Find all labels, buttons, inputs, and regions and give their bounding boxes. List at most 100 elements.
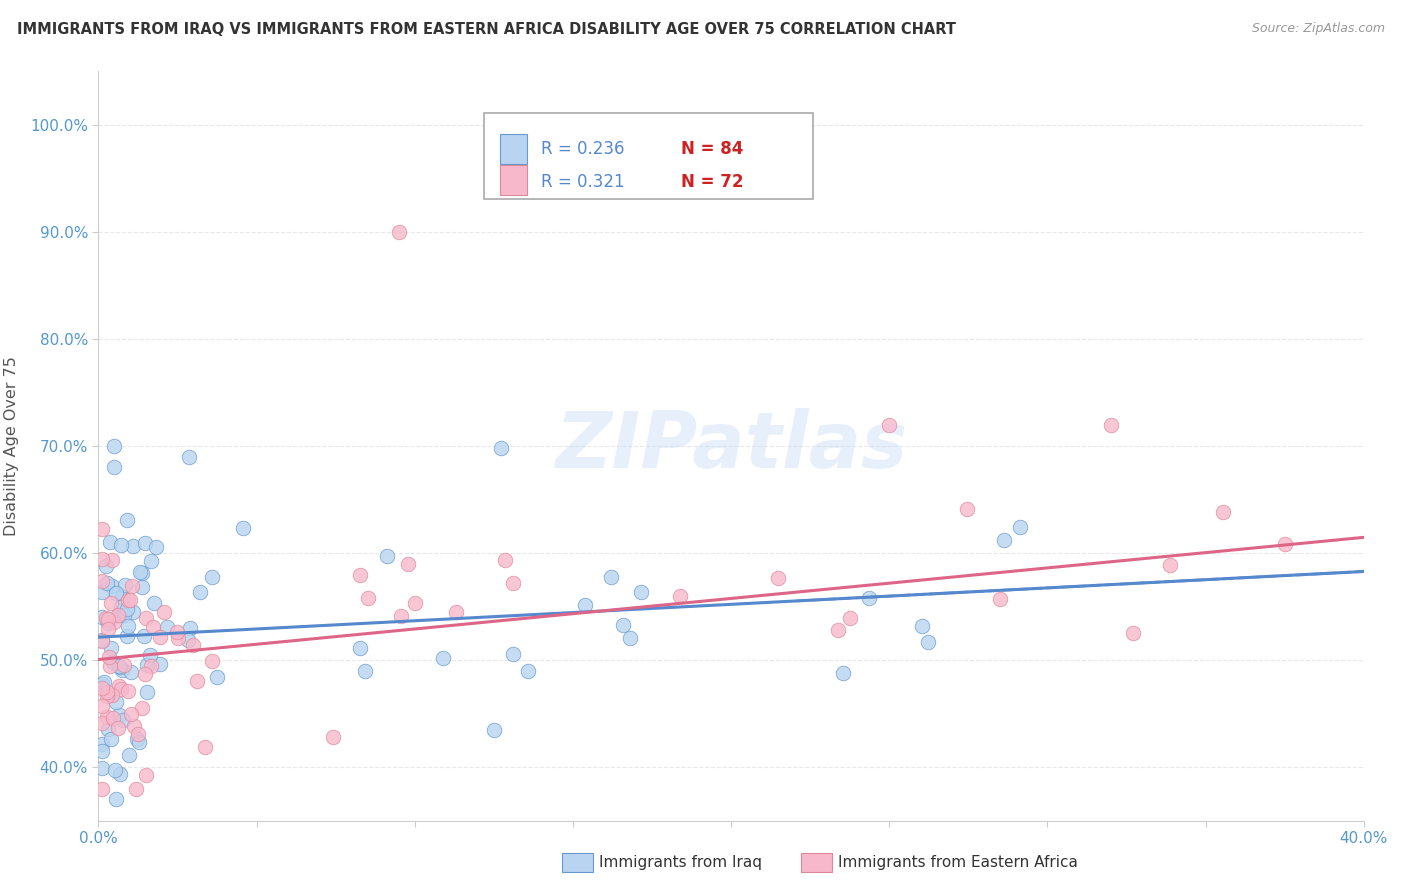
Point — [117, 619, 139, 633]
Point — [141, 658, 163, 673]
Point — [858, 591, 880, 605]
Point — [124, 718, 146, 732]
Point — [91, 744, 114, 758]
Point — [118, 593, 141, 607]
Point — [100, 596, 122, 610]
Point — [766, 571, 789, 585]
Point — [139, 553, 162, 567]
Point — [90, 632, 112, 647]
Point — [101, 579, 124, 593]
Point — [115, 601, 138, 615]
Point — [600, 570, 623, 584]
Point — [349, 640, 371, 655]
Point — [194, 740, 217, 755]
Point — [388, 225, 411, 239]
Point — [877, 417, 900, 432]
Point — [839, 611, 862, 625]
Point — [101, 553, 124, 567]
Point — [357, 591, 380, 605]
Point — [205, 669, 228, 683]
Point — [110, 599, 132, 614]
Point — [482, 723, 505, 737]
Point — [111, 663, 134, 677]
Point — [619, 631, 641, 645]
Point — [134, 536, 156, 550]
Text: Immigrants from Iraq: Immigrants from Iraq — [599, 855, 762, 870]
Point — [143, 596, 166, 610]
Point — [201, 654, 224, 668]
Text: Immigrants from Eastern Africa: Immigrants from Eastern Africa — [838, 855, 1078, 870]
Point — [166, 631, 188, 645]
Point — [90, 574, 112, 588]
Point — [574, 599, 596, 613]
Point — [111, 590, 134, 604]
Point — [107, 659, 129, 673]
Bar — [499, 134, 527, 163]
Point — [177, 632, 200, 647]
Point — [107, 607, 129, 622]
Point — [131, 580, 153, 594]
Point — [93, 675, 115, 690]
Point — [132, 629, 155, 643]
Point — [90, 633, 112, 648]
Point — [179, 621, 201, 635]
Point — [90, 676, 112, 690]
Point — [110, 538, 132, 552]
Point — [117, 684, 139, 698]
Point — [104, 695, 127, 709]
Point — [103, 460, 125, 475]
Point — [1036, 835, 1059, 849]
Point — [135, 684, 157, 698]
Point — [494, 552, 516, 566]
Point — [911, 618, 934, 632]
Point — [179, 450, 201, 464]
Point — [108, 608, 131, 623]
Point — [121, 579, 143, 593]
Point — [96, 710, 118, 724]
Point — [1008, 519, 1031, 533]
Point — [98, 534, 121, 549]
FancyBboxPatch shape — [484, 112, 813, 199]
Text: N = 72: N = 72 — [681, 172, 742, 191]
Point — [917, 635, 939, 649]
Point — [100, 732, 122, 747]
Point — [502, 647, 524, 661]
Point — [138, 648, 160, 662]
Point — [108, 679, 131, 693]
Point — [90, 681, 112, 695]
Point — [502, 575, 524, 590]
Text: Source: ZipAtlas.com: Source: ZipAtlas.com — [1251, 22, 1385, 36]
Point — [117, 747, 139, 762]
Point — [90, 781, 112, 796]
Point — [121, 606, 143, 620]
Point — [188, 584, 211, 599]
Point — [127, 726, 149, 740]
Point — [232, 520, 254, 534]
Point — [349, 567, 371, 582]
Point — [108, 660, 131, 674]
Point — [101, 655, 124, 669]
Point — [135, 611, 157, 625]
Point — [988, 592, 1011, 607]
Bar — [499, 165, 527, 195]
Point — [128, 735, 150, 749]
Point — [104, 586, 127, 600]
Point — [90, 699, 112, 714]
Point — [432, 651, 454, 665]
Point — [377, 549, 399, 564]
Point — [612, 618, 634, 632]
Point — [105, 792, 128, 806]
Point — [98, 659, 121, 673]
Point — [115, 513, 138, 527]
Point — [444, 605, 467, 619]
Point — [166, 624, 188, 639]
Point — [90, 760, 112, 774]
Point — [117, 593, 139, 607]
Point — [145, 541, 167, 555]
Point — [125, 732, 148, 747]
Point — [186, 674, 208, 689]
Point — [114, 578, 136, 592]
Point — [90, 737, 112, 751]
Point — [120, 665, 142, 679]
Text: IMMIGRANTS FROM IRAQ VS IMMIGRANTS FROM EASTERN AFRICA DISABILITY AGE OVER 75 CO: IMMIGRANTS FROM IRAQ VS IMMIGRANTS FROM … — [17, 22, 956, 37]
